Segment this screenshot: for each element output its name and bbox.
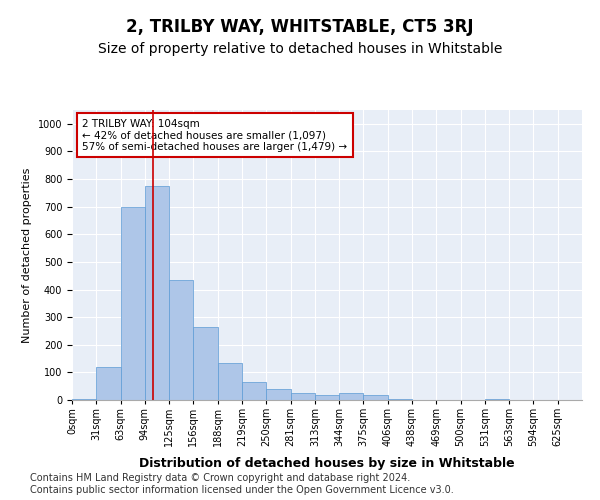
Bar (121, 206, 145, 400)
Bar (242, 382, 266, 400)
X-axis label: Distribution of detached houses by size in Whitstable: Distribution of detached houses by size … (139, 458, 515, 470)
Text: 2, TRILBY WAY, WHITSTABLE, CT5 3RJ: 2, TRILBY WAY, WHITSTABLE, CT5 3RJ (126, 18, 474, 36)
Text: Contains HM Land Registry data © Crown copyright and database right 2024.
Contai: Contains HM Land Registry data © Crown c… (30, 474, 454, 495)
Bar (193, 327, 218, 400)
Bar (218, 362, 242, 400)
Text: 2 TRILBY WAY: 104sqm
← 42% of detached houses are smaller (1,097)
57% of semi-de: 2 TRILBY WAY: 104sqm ← 42% of detached h… (82, 118, 347, 152)
Bar (339, 393, 364, 400)
Bar (315, 395, 339, 400)
Y-axis label: Number of detached properties: Number of detached properties (22, 168, 32, 342)
Bar (290, 393, 315, 400)
Bar (388, 398, 412, 400)
Bar (145, 186, 169, 400)
Bar (266, 389, 290, 400)
Text: Size of property relative to detached houses in Whitstable: Size of property relative to detached ho… (98, 42, 502, 56)
Bar (169, 280, 193, 400)
Bar (72, 398, 96, 400)
Bar (364, 395, 388, 400)
Bar (485, 398, 509, 400)
Bar (96, 367, 121, 400)
